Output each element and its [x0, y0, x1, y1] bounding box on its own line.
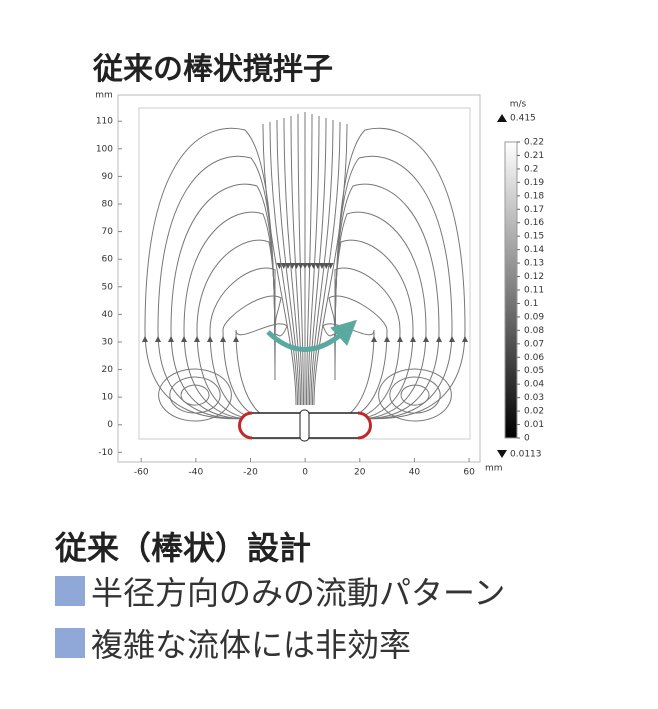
x-tick-label: 0	[302, 468, 308, 478]
colorbar	[504, 141, 518, 439]
colorbar-tick-label: 0.09	[524, 312, 544, 322]
streamline	[322, 323, 375, 420]
streamline	[262, 123, 297, 406]
streamline	[170, 183, 276, 420]
colorbar-tick-label: 0.15	[524, 232, 544, 242]
colorbar-tick-label: 0.21	[524, 151, 544, 161]
colorbar-tick-label: 0.05	[524, 366, 544, 376]
streamline	[269, 121, 298, 406]
vortex	[400, 384, 430, 406]
vortex	[180, 384, 210, 406]
streamline	[306, 113, 313, 406]
max-arrow	[497, 114, 507, 122]
colorbar-tick-label: 0.18	[524, 191, 544, 201]
colorbar-tick-label: 0	[524, 434, 530, 444]
colorbar-tick-label: 0.06	[524, 353, 544, 363]
caption-heading: 従来（棒状）設計	[55, 529, 312, 567]
bullet: 半径方向のみの流動パターン	[55, 568, 505, 614]
colorbar-title: m/s	[510, 100, 527, 110]
streamline	[290, 115, 303, 406]
y-tick-label: 30	[102, 337, 114, 347]
min-arrow	[497, 450, 507, 458]
y-tick-label: 100	[96, 144, 113, 154]
y-tick-label: 90	[102, 172, 114, 182]
streamline	[297, 113, 304, 406]
colorbar-tick-label: 0.1	[524, 299, 538, 309]
y-tick-label: 40	[102, 310, 114, 320]
streamline	[334, 127, 466, 420]
colorbar-tick-label: 0.22	[524, 138, 544, 148]
vortex	[158, 368, 232, 422]
bullet-square	[55, 576, 85, 606]
colorbar-tick-label: 0.01	[524, 420, 544, 430]
colorbar-tick-label: 0.12	[524, 272, 544, 282]
colorbar-min: 0.0113	[510, 450, 542, 460]
bullet: 複雑な流体には非効率	[55, 620, 411, 666]
colorbar-tick-label: 0.19	[524, 178, 544, 188]
y-tick-label: 110	[96, 117, 113, 127]
streamline	[334, 183, 440, 420]
bullet-text: 半径方向のみの流動パターン	[91, 574, 506, 612]
y-tick-label: 10	[102, 393, 114, 403]
x-tick-label: 20	[354, 468, 366, 478]
chart: m/s 0.415 0.0113 mm mm -60 -40 -20 0 20 40 60 -…	[95, 91, 544, 478]
flow-arrow	[266, 319, 358, 352]
colorbar-max: 0.415	[510, 114, 536, 124]
chart-title: 従来の棒状撹拌子	[93, 52, 333, 87]
vortex	[169, 376, 221, 414]
bullet-text: 複雑な流体には非効率	[91, 626, 412, 664]
streamline	[307, 115, 320, 406]
vortex	[378, 368, 452, 422]
streamline	[312, 121, 341, 406]
colorbar-tick-label: 0.14	[524, 245, 544, 255]
colorbar-tick-label: 0.16	[524, 218, 544, 228]
y-tick-label: 50	[102, 282, 114, 292]
y-tick-label: 20	[102, 365, 114, 375]
y-tick-label: 0	[107, 420, 113, 430]
streamline	[310, 119, 334, 406]
colorbar-tick-label: 0.08	[524, 326, 544, 336]
stirrer-hub	[299, 409, 310, 442]
y-tick-label: 80	[102, 199, 114, 209]
colorbar-tick-label: 0.07	[524, 339, 544, 349]
colorbar-tick-label: 0.04	[524, 380, 544, 390]
streamline	[222, 295, 282, 420]
x-tick-label: 60	[463, 468, 475, 478]
streamline	[144, 127, 276, 420]
vortex	[389, 376, 441, 414]
x-tick-label: 40	[409, 468, 421, 478]
colorbar-tick-label: 0.02	[524, 407, 544, 417]
streamlines	[142, 112, 468, 422]
y-tick-label: -10	[98, 448, 113, 458]
colorbar-tick-label: 0.17	[524, 205, 544, 215]
stirrer-end	[357, 411, 372, 440]
y-tick-label: 70	[102, 227, 114, 237]
streamline	[235, 323, 288, 420]
streamline	[313, 123, 348, 406]
x-tick-label: -60	[134, 468, 149, 478]
x-tick-label: -40	[189, 468, 204, 478]
streamline	[309, 117, 327, 406]
y-tick-label: 60	[102, 255, 114, 265]
y-axis-label: mm	[95, 91, 113, 101]
x-tick-label: -20	[243, 468, 258, 478]
colorbar-tick-label: 0.2	[524, 164, 538, 174]
streamline	[328, 295, 388, 420]
colorbar-tick-label: 0.11	[524, 286, 544, 296]
x-axis-label: mm	[485, 464, 503, 474]
streamline	[276, 119, 300, 406]
streamline	[283, 117, 301, 406]
bullet-square	[55, 628, 85, 658]
stirrer-end	[238, 411, 253, 440]
colorbar-tick-label: 0.03	[524, 393, 544, 403]
plot-frame	[117, 94, 481, 463]
colorbar-tick-label: 0.13	[524, 259, 544, 269]
